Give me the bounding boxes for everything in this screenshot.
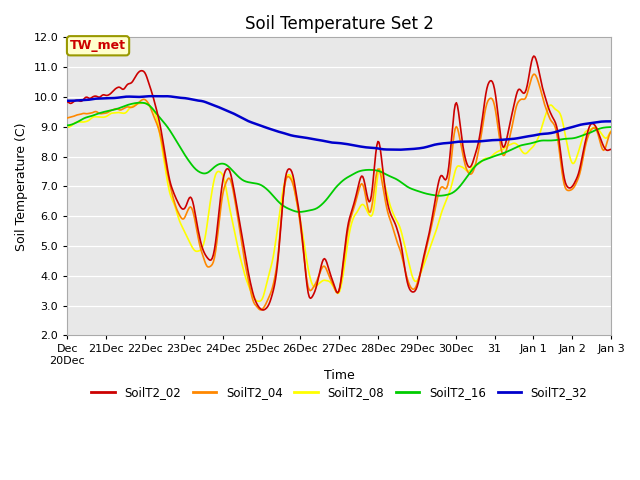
X-axis label: Time: Time (324, 369, 355, 382)
Text: TW_met: TW_met (70, 39, 126, 52)
Y-axis label: Soil Temperature (C): Soil Temperature (C) (15, 122, 28, 251)
Legend: SoilT2_02, SoilT2_04, SoilT2_08, SoilT2_16, SoilT2_32: SoilT2_02, SoilT2_04, SoilT2_08, SoilT2_… (86, 382, 592, 404)
Title: Soil Temperature Set 2: Soil Temperature Set 2 (244, 15, 434, 33)
